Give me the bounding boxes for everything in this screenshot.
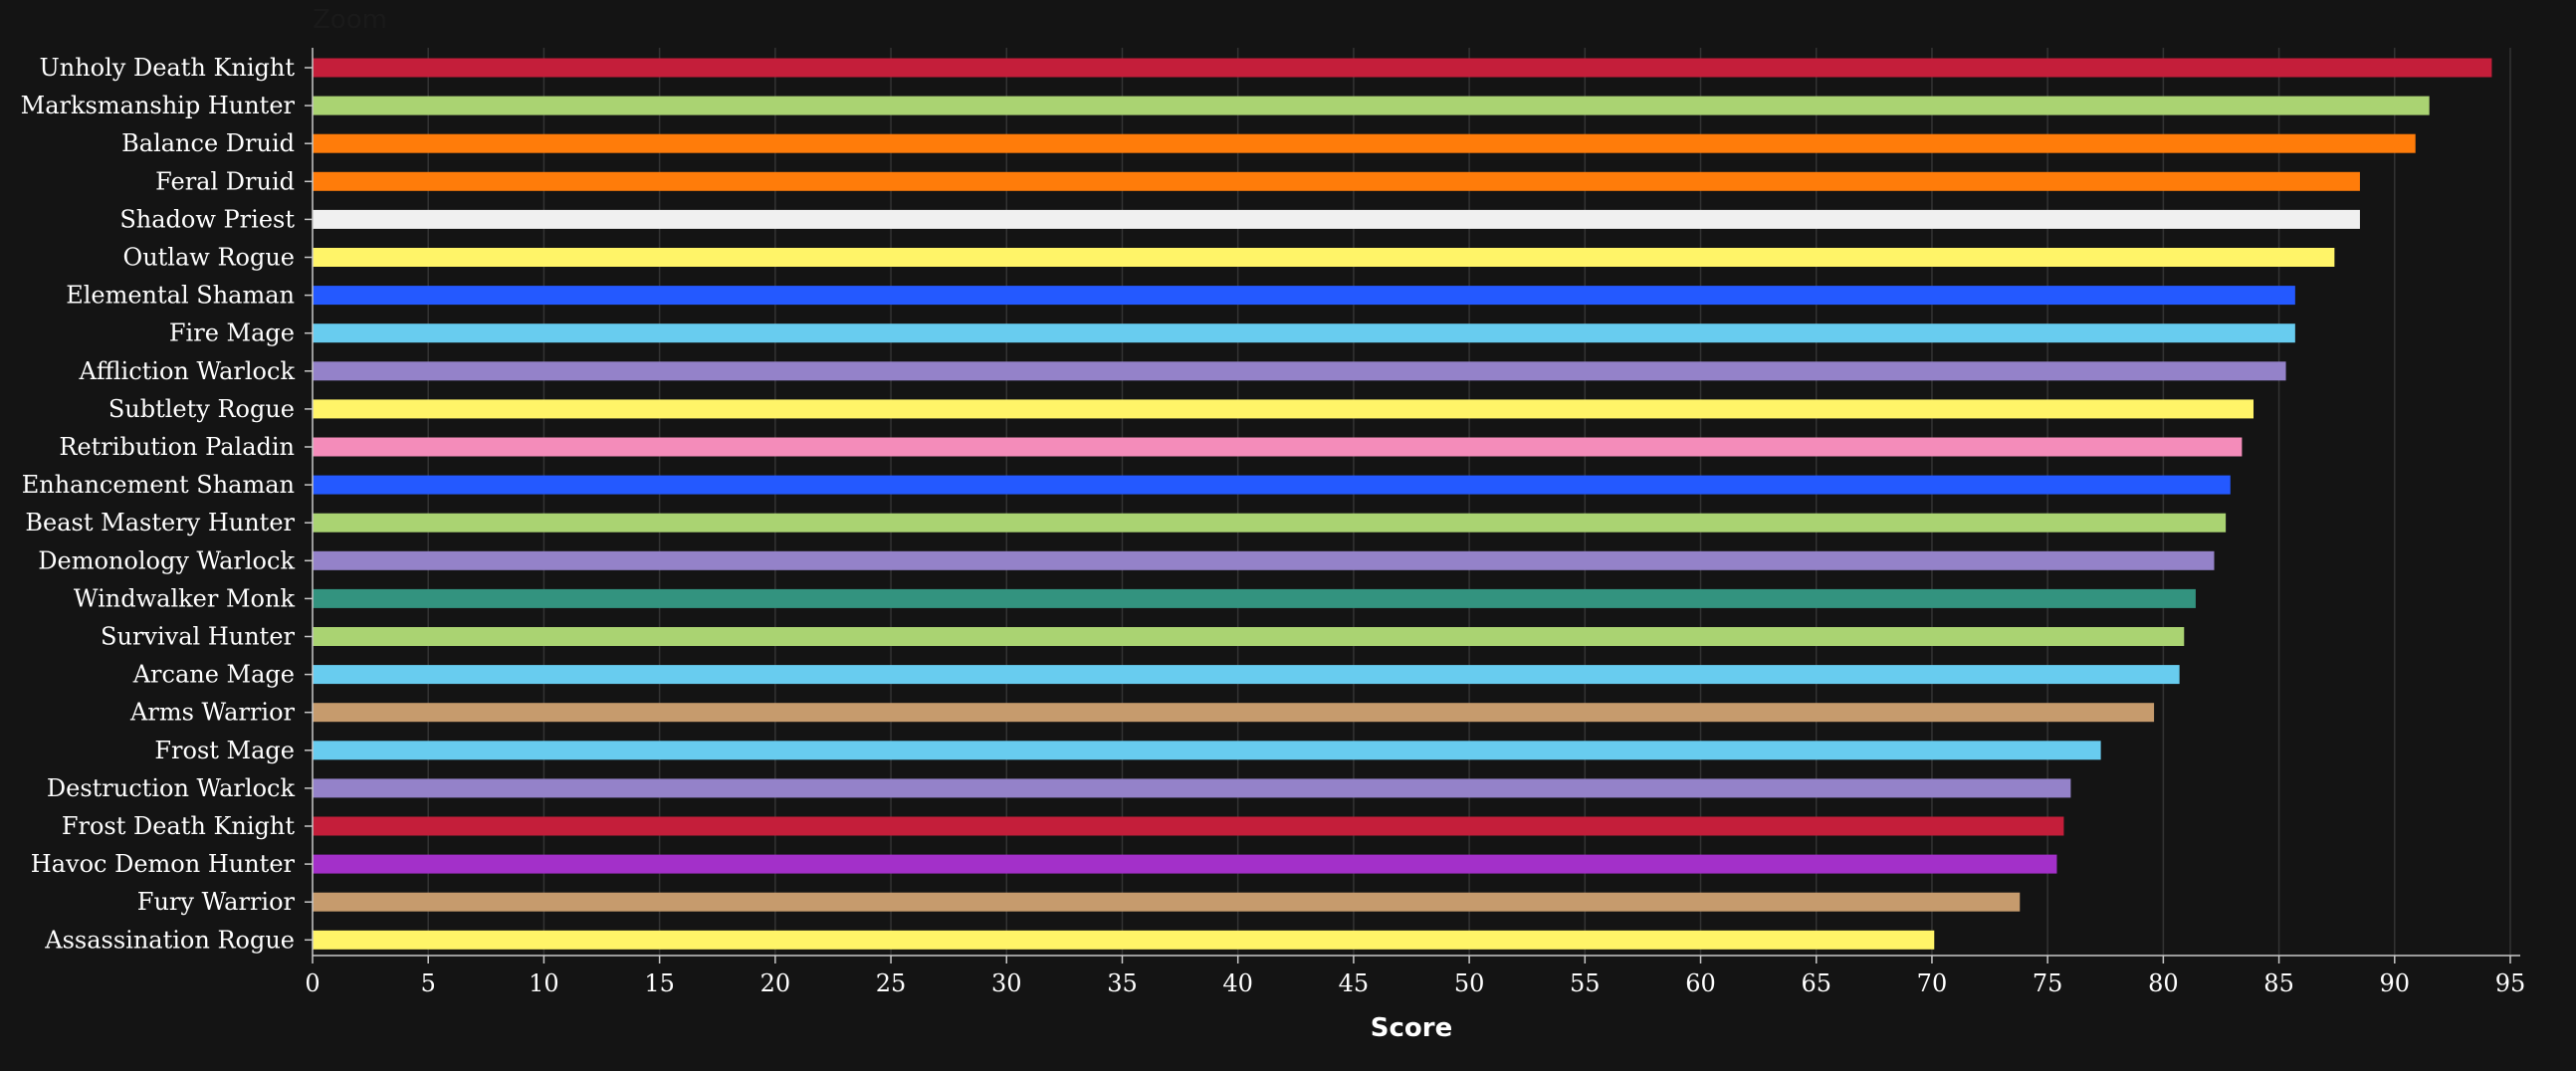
category-label: Retribution Paladin [59,433,295,461]
category-label: Frost Mage [154,737,295,764]
zoom-label[interactable]: Zoom [313,5,387,35]
bar-destruction-warlock[interactable] [313,778,2071,798]
x-tick-label: 10 [529,969,559,997]
category-label: Outlaw Rogue [123,244,295,272]
x-tick-label: 15 [644,969,675,997]
category-label: Windwalker Monk [74,584,296,612]
category-labels: Unholy Death Knight Marksmanship Hunter Ba… [21,54,313,954]
category-label: Survival Hunter [101,623,295,651]
category-label: Arcane Mage [132,661,295,689]
grid-lines [427,48,2511,956]
bar-frost-death-knight[interactable] [313,816,2064,836]
category-label: Fire Mage [169,320,295,347]
bar-enhancement-shaman[interactable] [313,475,2231,495]
x-tick-label: 65 [1801,969,1831,997]
bar-outlaw-rogue[interactable] [313,248,2335,267]
category-label: Demonology Warlock [38,546,295,574]
bar-marksmanship-hunter[interactable] [313,96,2430,115]
bar-arcane-mage[interactable] [313,665,2180,685]
x-tick-label: 60 [1685,969,1716,997]
bar-elemental-shaman[interactable] [313,286,2295,306]
bar-retribution-paladin[interactable] [313,437,2243,457]
category-label: Destruction Warlock [47,774,296,802]
bar-assassination-rogue[interactable] [313,930,1935,950]
bar-feral-druid[interactable] [313,171,2360,191]
category-label: Assassination Rogue [44,926,295,954]
category-label: Beast Mastery Hunter [25,509,295,536]
bar-affliction-warlock[interactable] [313,361,2286,381]
category-label: Frost Death Knight [62,812,296,840]
x-tick-label: 95 [2495,969,2526,997]
bar-demonology-warlock[interactable] [313,550,2215,570]
bar-unholy-death-knight[interactable] [313,58,2492,78]
x-tick-label: 90 [2380,969,2411,997]
bar-fury-warrior[interactable] [313,892,2021,912]
category-label: Feral Druid [155,167,295,195]
bars [313,58,2492,950]
bar-balance-druid[interactable] [313,133,2416,153]
category-label: Marksmanship Hunter [21,92,296,119]
category-label: Balance Druid [121,129,295,157]
bar-havoc-demon-hunter[interactable] [313,854,2057,874]
bar-shadow-priest[interactable] [313,209,2360,229]
x-tick-label: 5 [421,969,436,997]
x-tick-label: 50 [1454,969,1485,997]
x-tick-label: 30 [991,969,1022,997]
bar-beast-mastery-hunter[interactable] [313,513,2227,533]
bar-arms-warrior[interactable] [313,703,2155,723]
category-label: Elemental Shaman [66,282,295,310]
x-tick-label: 45 [1339,969,1370,997]
x-axis-title: Score [1371,1013,1452,1043]
bar-frost-mage[interactable] [313,741,2101,760]
category-label: Enhancement Shaman [22,471,295,499]
category-label: Shadow Priest [119,205,295,233]
x-tick-label: 85 [2263,969,2294,997]
x-tick-label: 70 [1917,969,1948,997]
category-label: Subtlety Rogue [108,395,295,423]
x-axis-ticks: 0 5 10 15 20 25 30 35 40 45 50 55 60 65 70 75 80 85 90 95 [305,956,2525,997]
category-label: Arms Warrior [129,699,295,727]
category-label: Havoc Demon Hunter [31,850,296,878]
bar-windwalker-monk[interactable] [313,588,2196,608]
x-tick-label: 75 [2033,969,2063,997]
x-tick-label: 40 [1222,969,1253,997]
category-label: Affliction Warlock [78,357,295,385]
bar-subtlety-rogue[interactable] [313,399,2254,419]
x-tick-label: 35 [1107,969,1138,997]
bar-survival-hunter[interactable] [313,627,2185,646]
x-tick-label: 55 [1570,969,1601,997]
x-tick-label: 0 [305,969,320,997]
bar-fire-mage[interactable] [313,323,2295,343]
x-tick-label: 20 [760,969,791,997]
category-label: Unholy Death Knight [40,54,296,82]
x-tick-label: 25 [876,969,907,997]
category-label: Fury Warrior [137,888,296,916]
x-tick-label: 80 [2148,969,2179,997]
